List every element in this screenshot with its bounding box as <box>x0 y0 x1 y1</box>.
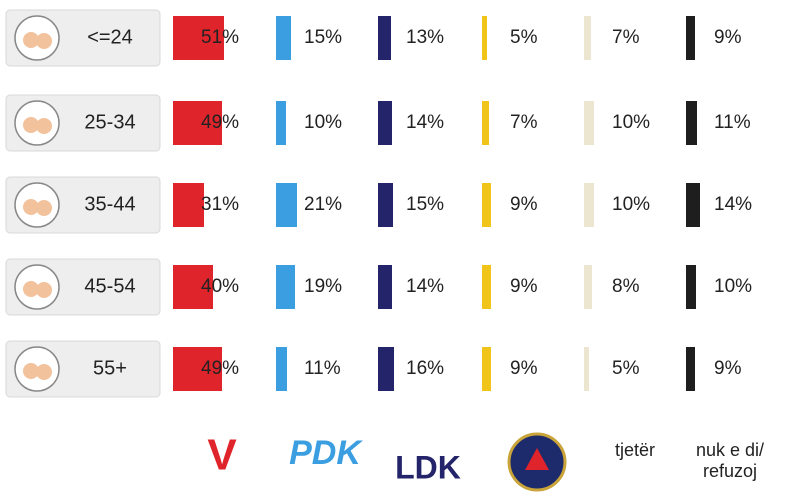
infographic: <=24 25-34 35-44 45-54 55+ 51% 49% 31% 40% 49% 15%… <box>0 0 788 494</box>
bar <box>276 265 295 309</box>
bar <box>686 265 696 309</box>
avatar-face <box>36 33 52 49</box>
value-label: 49% <box>201 112 239 133</box>
value-label: 10% <box>612 112 650 133</box>
value-label: 5% <box>612 358 640 379</box>
value-label: 49% <box>201 358 239 379</box>
value-label: 15% <box>406 194 444 215</box>
bar <box>378 183 393 227</box>
value-label: 7% <box>612 27 640 48</box>
value-label: 9% <box>510 358 538 379</box>
value-label: 14% <box>406 276 444 297</box>
bar <box>378 16 391 60</box>
category-label: 35-44 <box>84 193 135 215</box>
bar <box>686 183 700 227</box>
category-label: 25-34 <box>84 111 135 133</box>
bar <box>482 265 491 309</box>
bar <box>584 16 591 60</box>
legend-name: LDK <box>395 449 461 485</box>
legend-name: tjetër <box>583 440 687 461</box>
bar <box>276 183 297 227</box>
bar <box>686 16 695 60</box>
value-label: 10% <box>304 112 342 133</box>
category-label: 55+ <box>93 357 127 379</box>
bar <box>482 101 489 145</box>
avatar-face <box>36 118 52 134</box>
bar <box>584 347 589 391</box>
bar <box>276 101 286 145</box>
bar <box>378 347 394 391</box>
category-label: <=24 <box>87 26 133 48</box>
bar <box>482 183 491 227</box>
value-label: 9% <box>510 276 538 297</box>
bar <box>584 265 592 309</box>
bar <box>276 16 291 60</box>
value-label: 5% <box>510 27 538 48</box>
value-label: 14% <box>406 112 444 133</box>
bar <box>276 347 287 391</box>
value-label: 40% <box>201 276 239 297</box>
value-label: 11% <box>304 358 341 379</box>
value-label: 21% <box>304 194 342 215</box>
avatar-face <box>36 282 52 298</box>
legend-name: V <box>207 431 237 480</box>
value-label: 7% <box>510 112 538 133</box>
bar <box>482 16 487 60</box>
avatar-face <box>36 364 52 380</box>
value-label: 9% <box>714 358 742 379</box>
value-label: 15% <box>304 27 342 48</box>
bar <box>482 347 491 391</box>
bar <box>378 101 392 145</box>
value-label: 14% <box>714 194 752 215</box>
value-label: 9% <box>714 27 742 48</box>
legend-name: PDK <box>289 434 363 472</box>
value-label: 11% <box>714 112 751 133</box>
bar <box>378 265 392 309</box>
bar <box>686 347 695 391</box>
bar <box>686 101 697 145</box>
value-label: 13% <box>406 27 444 48</box>
avatar-face <box>36 200 52 216</box>
value-label: 51% <box>201 27 239 48</box>
value-label: 19% <box>304 276 342 297</box>
value-label: 31% <box>201 194 239 215</box>
bar <box>173 183 204 227</box>
bar <box>584 101 594 145</box>
category-label: 45-54 <box>84 275 135 297</box>
chart: <=24 25-34 35-44 45-54 55+ 51% 49% 31% 40% 49% 15%… <box>0 0 788 494</box>
value-label: 8% <box>612 276 640 297</box>
value-label: 10% <box>714 276 752 297</box>
value-label: 16% <box>406 358 444 379</box>
value-label: 9% <box>510 194 538 215</box>
legend-name: nuk e di/ refuzoj <box>685 440 775 482</box>
bar <box>584 183 594 227</box>
value-label: 10% <box>612 194 650 215</box>
